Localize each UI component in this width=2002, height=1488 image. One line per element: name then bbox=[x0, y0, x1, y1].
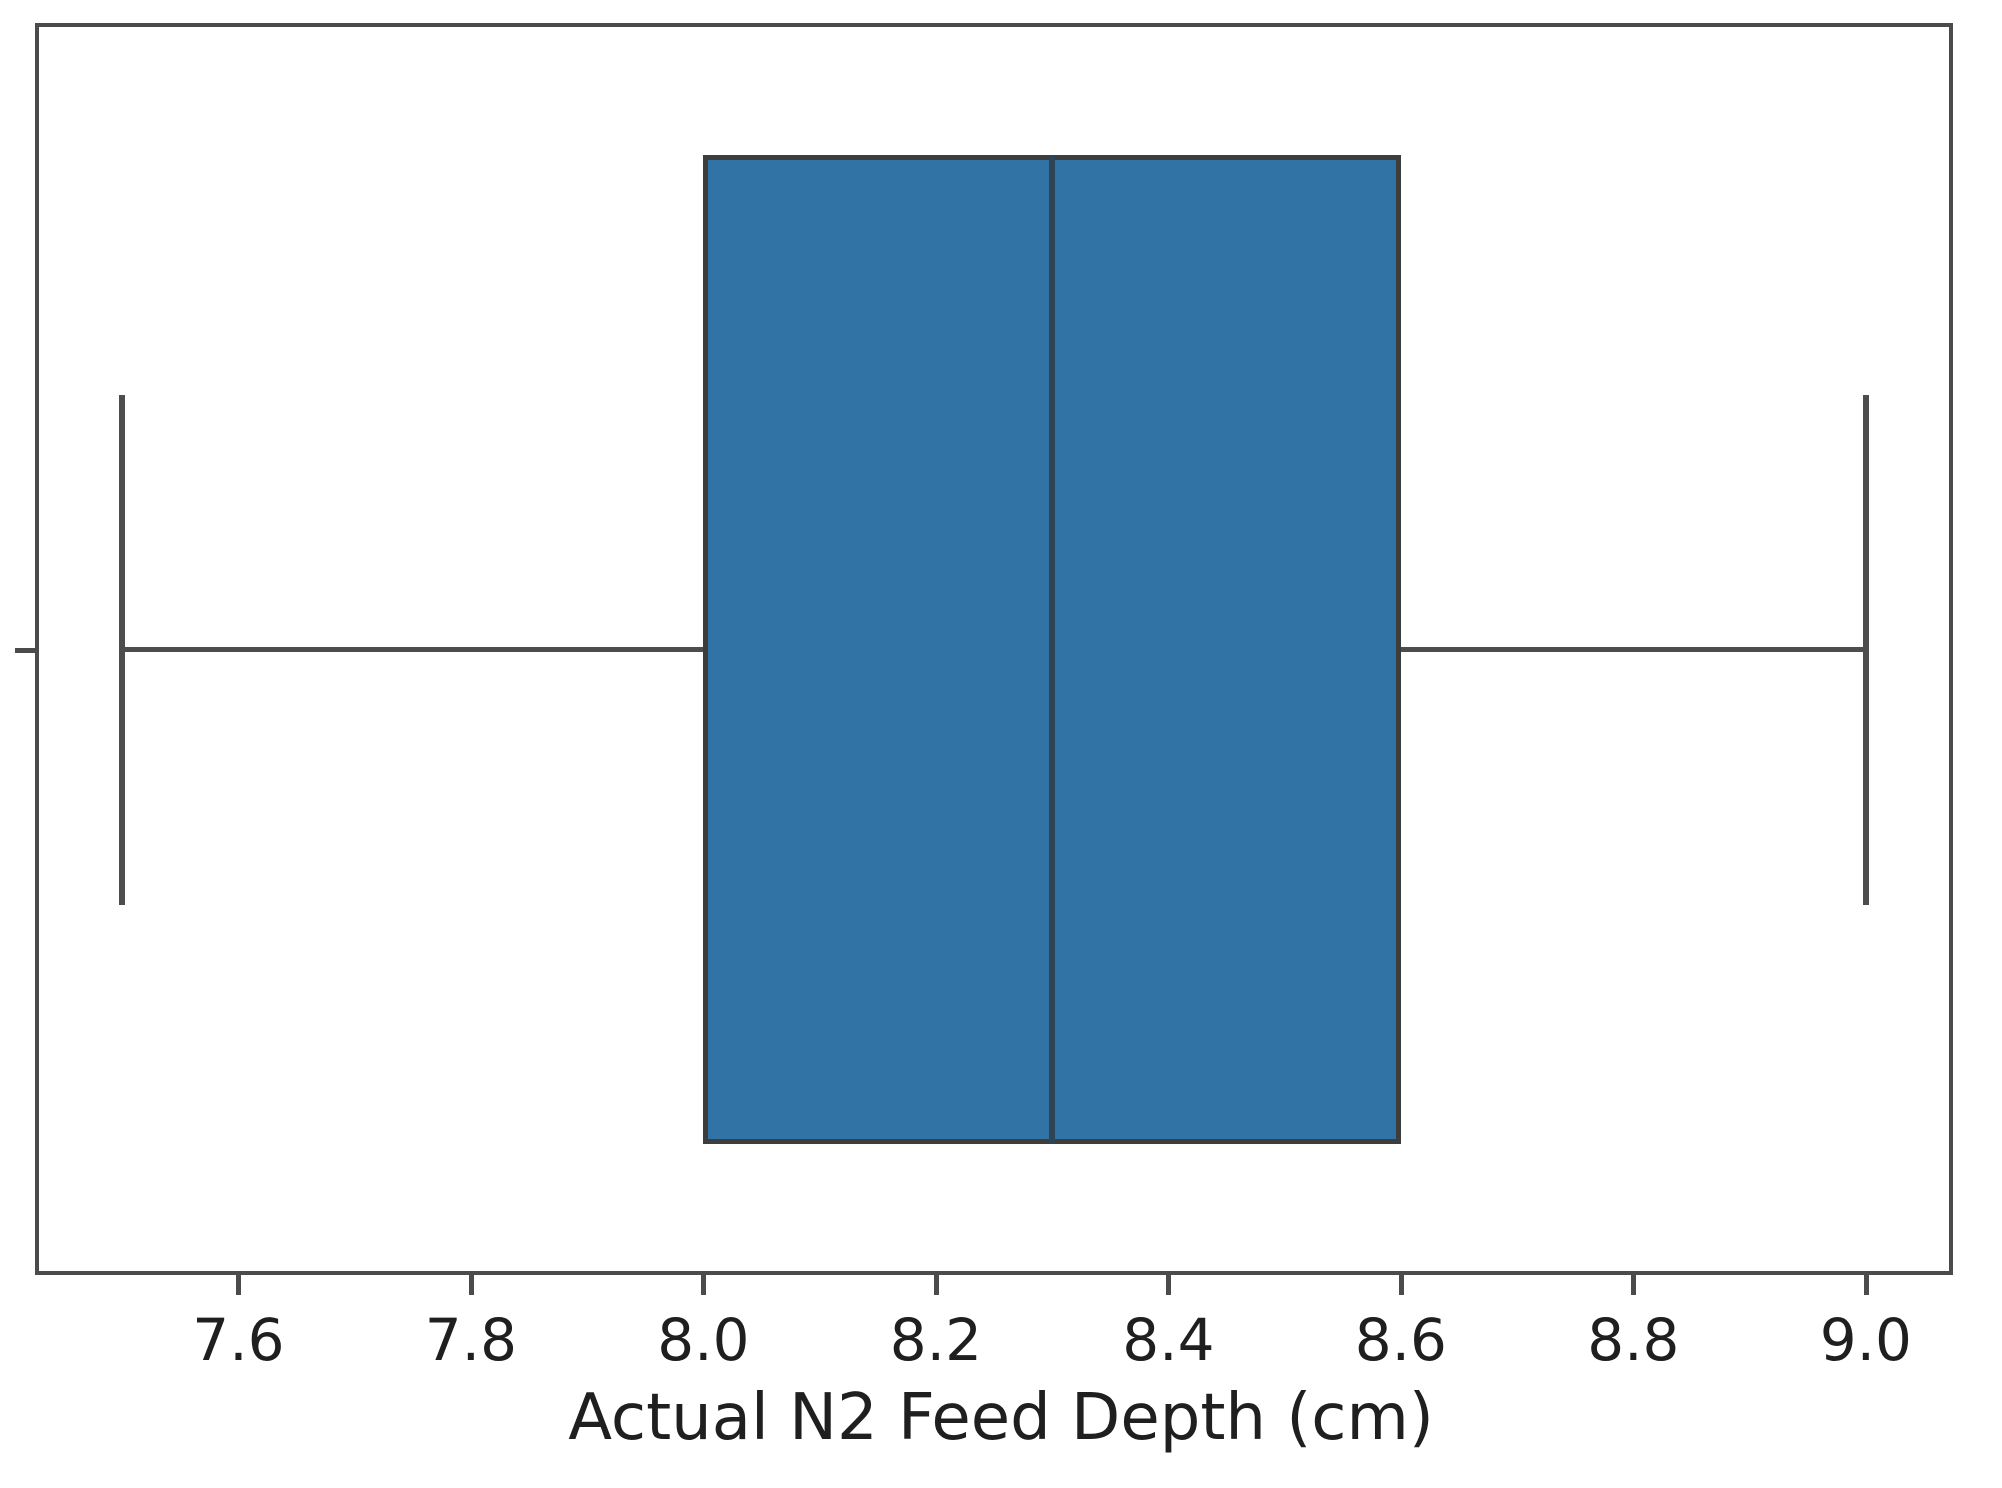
x-tick-mark bbox=[701, 1275, 707, 1295]
x-tick-label: 8.6 bbox=[1354, 1306, 1447, 1374]
x-tick-label: 8.4 bbox=[1122, 1306, 1215, 1374]
x-tick-label: 8.2 bbox=[889, 1306, 982, 1374]
x-tick-mark bbox=[1398, 1275, 1404, 1295]
x-tick-mark bbox=[1631, 1275, 1637, 1295]
x-tick-label: 8.8 bbox=[1587, 1306, 1680, 1374]
whisker-right-line bbox=[1400, 647, 1866, 652]
x-axis-label: Actual N2 Feed Depth (cm) bbox=[568, 1381, 1434, 1455]
x-tick-label: 7.8 bbox=[424, 1306, 518, 1374]
x-tick-mark bbox=[1166, 1275, 1172, 1295]
x-tick-mark bbox=[933, 1275, 939, 1295]
x-tick-label: 8.0 bbox=[657, 1306, 750, 1374]
median-line bbox=[1049, 155, 1056, 1144]
x-tick-mark bbox=[1863, 1275, 1869, 1295]
x-tick-label: 7.6 bbox=[192, 1306, 285, 1374]
whisker-right-cap bbox=[1862, 394, 1869, 905]
whisker-left-line bbox=[122, 647, 704, 652]
whisker-left-cap bbox=[119, 394, 126, 905]
x-tick-mark bbox=[236, 1275, 242, 1295]
y-tick-mark bbox=[15, 647, 35, 653]
x-tick-label: 9.0 bbox=[1819, 1306, 1912, 1374]
plot-area bbox=[35, 23, 1953, 1275]
x-tick-mark bbox=[468, 1275, 474, 1295]
